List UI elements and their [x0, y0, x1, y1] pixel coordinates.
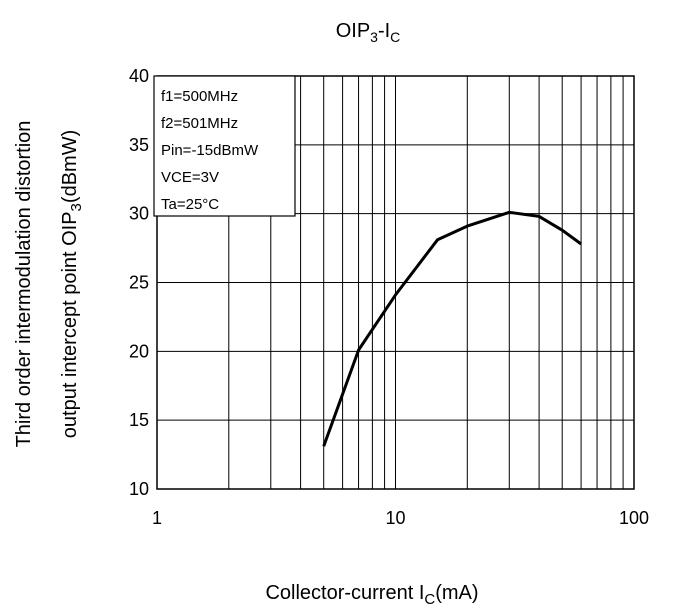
y-tick-label-30: 30: [129, 204, 149, 224]
y-axis-label-line2: output intercept point OIP3(dBmW): [59, 130, 85, 438]
condition-pin: Pin=-15dBmW: [161, 142, 259, 159]
conditions-legend: f1=500MHz f2=501MHz Pin=-15dBmW VCE=3V T…: [153, 75, 296, 217]
grid-lines: [157, 76, 634, 489]
conditions-legend-box: [153, 75, 296, 217]
condition-vce: VCE=3V: [161, 169, 219, 186]
plot-area-frame: [156, 75, 635, 490]
x-tick-label-100: 100: [619, 508, 649, 528]
y-tick-label-15: 15: [129, 410, 149, 430]
y-axis-label-line1: Third order intermodulation distortion: [13, 121, 35, 448]
y-tick-label-35: 35: [129, 135, 149, 155]
y-tick-label-40: 40: [129, 66, 149, 86]
condition-ta: Ta=25°C: [161, 196, 219, 213]
condition-f2: f2=501MHz: [161, 115, 238, 132]
y-tick-label-10: 10: [129, 479, 149, 499]
chart-title: OIP3-IC: [336, 20, 401, 45]
oip3-series-line: [322, 210, 582, 447]
condition-f1: f1=500MHz: [161, 88, 238, 105]
y-tick-label-25: 25: [129, 273, 149, 293]
y-tick-label-20: 20: [129, 341, 149, 361]
x-tick-label-10: 10: [385, 508, 405, 528]
x-axis-label: Collector-current IC(mA): [265, 582, 478, 608]
x-tick-label-1: 1: [152, 508, 162, 528]
